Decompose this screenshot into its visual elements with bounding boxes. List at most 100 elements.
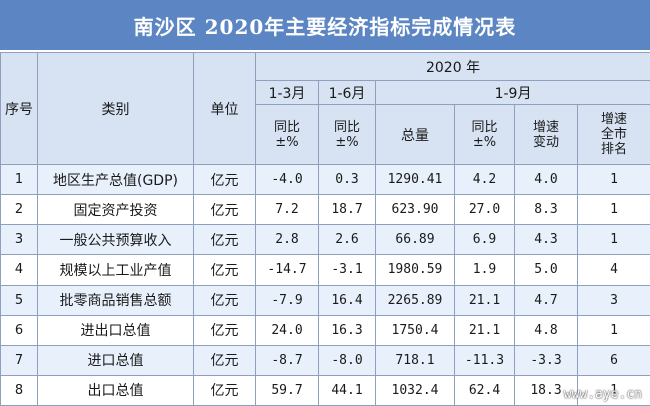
header-yoy-q1-line1: 同比 [273,119,300,135]
header-yoy-h1-line1: 同比 [333,119,360,135]
header-category: 类别 [37,52,194,165]
row-growth-change: 4.3 [514,224,578,256]
row-yoy-9m: 21.1 [454,284,515,316]
row-yoy-h1: 44.1 [318,374,376,406]
row-total: 2265.89 [375,284,455,316]
row-total: 1750.4 [375,314,455,346]
row-yoy-q1: 59.7 [255,374,319,406]
row-yoy-q1: 2.8 [255,224,319,256]
header-growth-change-line2: 变动 [532,134,559,150]
row-growth-change: 4.8 [514,314,578,346]
watermark: www.aye.cn [563,387,642,402]
row-index: 2 [0,194,38,226]
row-unit: 亿元 [193,254,256,286]
row-total: 1980.59 [375,254,455,286]
header-yoy-9m-line2: ±% [472,134,497,150]
row-growth-rank: 6 [576,344,650,376]
row-index: 4 [0,254,38,286]
row-growth-change: 4.0 [514,163,578,196]
header-growth-rank-line2: 全市 [601,127,628,142]
table-row: 8 出口总值 亿元 59.7 44.1 1032.4 62.4 18.3 1 [0,374,650,406]
row-growth-change: 4.7 [514,284,578,316]
row-yoy-h1: 16.3 [318,314,376,346]
row-growth-rank: 1 [576,314,650,346]
row-yoy-9m: 6.9 [454,224,515,256]
row-yoy-q1: 24.0 [255,314,319,346]
header-period-h1: 1-6月 [318,80,376,105]
row-yoy-q1: -8.7 [255,344,319,376]
table-row: 4 规模以上工业产值 亿元 -14.7 -3.1 1980.59 1.9 5.0… [0,254,650,286]
header-growth-rank-line1: 增速 [601,112,628,127]
table-row: 7 进口总值 亿元 -8.7 -8.0 718.1 -11.3 -3.3 6 [0,344,650,376]
row-yoy-h1: 16.4 [318,284,376,316]
row-growth-rank: 1 [576,194,650,226]
row-growth-rank: 3 [576,284,650,316]
header-period-9m: 1-9月 [374,80,650,105]
table-row: 2 固定资产投资 亿元 7.2 18.7 623.90 27.0 8.3 1 [0,194,650,226]
row-yoy-9m: 62.4 [454,374,515,406]
row-yoy-q1: 7.2 [255,194,319,226]
row-yoy-h1: -8.0 [318,344,376,376]
row-growth-change: -3.3 [514,344,578,376]
row-unit: 亿元 [193,314,256,346]
row-growth-rank: 4 [576,254,650,286]
row-category: 出口总值 [37,374,194,406]
row-growth-change: 18.3 [514,374,578,406]
row-yoy-q1: -7.9 [255,284,319,316]
row-unit: 亿元 [193,163,256,196]
row-category: 一般公共预算收入 [37,224,194,256]
row-unit: 亿元 [193,194,256,226]
row-growth-change: 8.3 [514,194,578,226]
row-growth-change: 5.0 [514,254,578,286]
row-unit: 亿元 [193,284,256,316]
header-yoy-h1-line2: ±% [335,134,359,150]
header-total: 总量 [375,104,455,165]
row-yoy-q1: -4.0 [255,163,319,196]
row-yoy-9m: -11.3 [454,344,515,376]
header-growth-change-line1: 增速 [532,119,559,135]
table-row: 3 一般公共预算收入 亿元 2.8 2.6 66.89 6.9 4.3 1 [0,224,650,256]
row-unit: 亿元 [193,344,256,376]
row-index: 7 [0,344,38,376]
row-yoy-9m: 21.1 [454,314,515,346]
table-row: 5 批零商品销售总额 亿元 -7.9 16.4 2265.89 21.1 4.7… [0,284,650,316]
row-growth-rank: 1 [576,163,650,196]
row-index: 8 [0,374,38,406]
row-index: 6 [0,314,38,346]
header-growth-rank: 增速 全市 排名 [576,104,650,165]
header-yoy-h1: 同比 ±% [318,104,376,165]
header-yoy-9m-line1: 同比 [471,119,498,135]
row-total: 1032.4 [375,374,455,406]
row-index: 1 [0,163,38,196]
row-total: 718.1 [375,344,455,376]
row-total: 623.90 [375,194,455,226]
header-growth-change: 增速 变动 [514,104,578,165]
row-yoy-h1: 0.3 [318,163,376,196]
row-category: 规模以上工业产值 [37,254,194,286]
row-category: 固定资产投资 [37,194,194,226]
header-period-q1: 1-3月 [255,80,319,105]
header-unit: 单位 [193,52,256,165]
header-yoy-q1-line2: ±% [275,134,299,150]
economic-indicators-table: 序号 类别 单位 2020 年 1-3月 1-6月 1-9月 同比 ±% 同比 … [0,52,650,406]
table-row: 1 地区生产总值(GDP) 亿元 -4.0 0.3 1290.41 4.2 4.… [0,163,650,196]
row-total: 66.89 [375,224,455,256]
header-growth-rank-line3: 排名 [601,142,628,157]
row-index: 3 [0,224,38,256]
table-title: 南沙区 2020年主要经济指标完成情况表 [133,14,517,39]
row-category: 批零商品销售总额 [37,284,194,316]
row-total: 1290.41 [375,163,455,196]
row-index: 5 [0,284,38,316]
row-growth-rank: 1 [576,224,650,256]
title-bar: 南沙区 2020年主要经济指标完成情况表 [0,0,650,52]
row-yoy-9m: 4.2 [454,163,515,196]
header-index: 序号 [0,52,38,165]
row-yoy-9m: 1.9 [454,254,515,286]
table-row: 6 进出口总值 亿元 24.0 16.3 1750.4 21.1 4.8 1 [0,314,650,346]
header-yoy-9m: 同比 ±% [454,104,515,165]
header-yoy-q1: 同比 ±% [255,104,319,165]
row-category: 地区生产总值(GDP) [37,163,194,196]
row-yoy-h1: -3.1 [318,254,376,286]
row-yoy-h1: 2.6 [318,224,376,256]
row-category: 进出口总值 [37,314,194,346]
